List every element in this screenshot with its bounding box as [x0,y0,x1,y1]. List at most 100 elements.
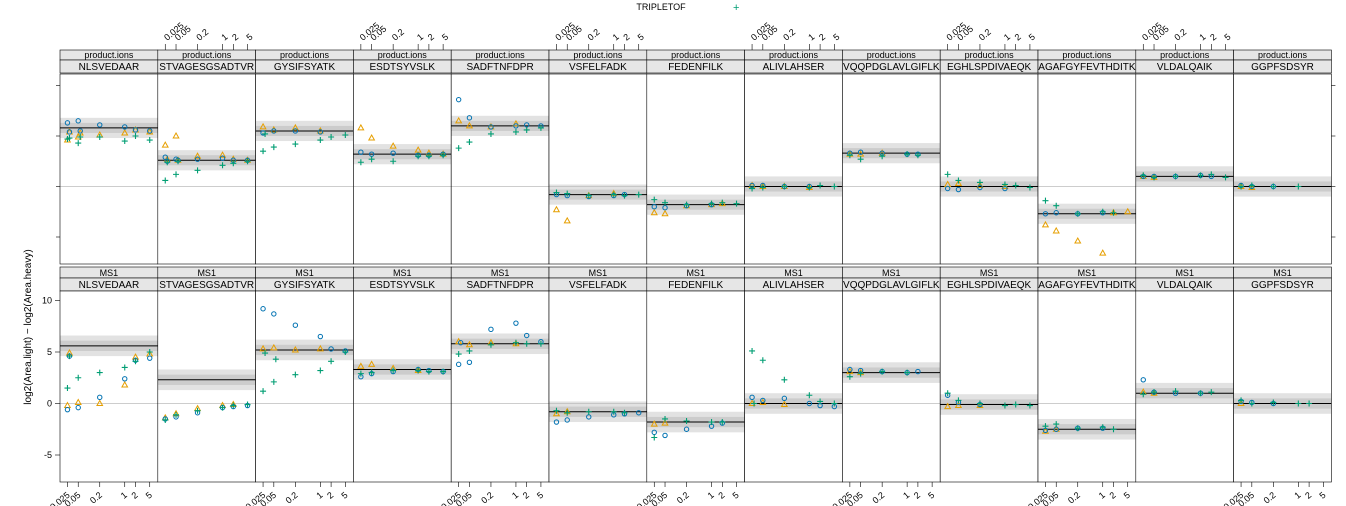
point-green [759,184,766,191]
point-orange [976,181,984,188]
strip-peptide-text: EGHLSPDIVAEQK [947,62,1032,73]
point-blue [524,332,530,339]
point-green [719,199,726,206]
x-tick-label: 1 [611,32,621,43]
point-blue [77,128,83,134]
point-blue [781,395,788,402]
x-tick-label: 0.2 [586,27,602,43]
point-green [610,191,617,198]
point-green [292,371,299,378]
point-blue [944,185,951,192]
point-orange [270,343,278,351]
point-green [1140,172,1147,179]
point-green [651,434,658,441]
point-green [173,411,180,418]
x-tick-label: 5 [926,490,936,501]
point-green [512,339,519,346]
panel-background [353,291,452,482]
point-orange [1124,207,1132,215]
point-green [1295,400,1302,407]
y-tick-label: -5 [44,450,52,460]
point-orange [1074,237,1082,244]
point-green [1026,402,1033,409]
point-blue [292,128,299,134]
point-green [831,400,838,407]
point-green [846,152,853,159]
point-green [846,373,853,380]
x-tick-label: 5 [1222,32,1232,43]
point-green [272,356,279,363]
y-tick-label: 5 [47,347,52,357]
x-tick-label: 0.2 [781,27,797,43]
point-green [1197,172,1204,179]
point-orange [650,208,658,216]
point-orange [357,123,365,131]
point-green [976,400,983,407]
point-orange [954,179,963,186]
strip-row-text: MS1 [100,268,119,278]
point-orange [512,119,520,127]
x-tick-label: 1 [1002,32,1012,43]
point-green [683,201,690,208]
strip-row-text: product.ions [84,50,134,60]
point-blue [162,154,168,160]
strip-row-text: product.ions [867,50,917,60]
point-green [230,402,237,409]
point-green [1151,389,1158,396]
x-tick-label: 5 [831,32,841,43]
panel-background [549,291,647,482]
strip-peptide-text: GGPFSDSYR [1251,280,1314,291]
strip-peptide-text: ESDTSYVSLK [370,280,436,291]
point-green [621,409,628,416]
point-orange [552,205,561,213]
point-green [487,130,494,137]
point-blue [513,123,519,129]
strip-row-text: product.ions [573,50,623,60]
point-blue [749,394,755,401]
point-green [121,364,128,371]
point-blue [466,359,473,365]
point-green [425,368,432,375]
point-green [1012,182,1019,189]
point-green [1110,209,1117,216]
x-tick-label: 5 [440,32,450,43]
point-green [96,134,103,141]
point-green [368,369,375,376]
point-green [132,133,139,139]
point-orange [414,146,422,153]
x-tick-label: 5 [1317,490,1327,501]
point-green [781,183,788,190]
strip-row-text: product.ions [378,50,428,60]
panel-background [646,291,745,482]
point-green [759,357,766,364]
panel-background [744,291,843,482]
point-green [914,152,921,159]
point-green [1053,421,1060,428]
point-orange [1001,182,1009,189]
strip-row-text: MS1 [491,268,510,278]
point-green [537,124,544,131]
strip-row-text: MS1 [980,268,999,278]
point-orange [650,420,658,427]
point-green [466,347,473,354]
point-green [368,156,375,163]
point-green [262,130,269,137]
point-blue [847,366,853,373]
x-tick-label: 1 [706,490,716,501]
point-green [708,200,715,207]
point-green [651,196,658,203]
point-green [1042,197,1049,204]
panel-background [255,74,354,264]
strip-row-text: product.ions [965,50,1015,60]
point-green [1074,210,1081,217]
point-green [425,153,432,160]
panel-background [451,74,549,264]
panel-background [1038,291,1136,482]
point-orange [172,131,180,139]
point-blue [1042,211,1049,217]
point-green [1222,174,1229,181]
point-blue [358,149,364,155]
point-orange [780,400,789,408]
point-orange [976,401,984,409]
x-tick-label: 0.2 [870,490,886,506]
